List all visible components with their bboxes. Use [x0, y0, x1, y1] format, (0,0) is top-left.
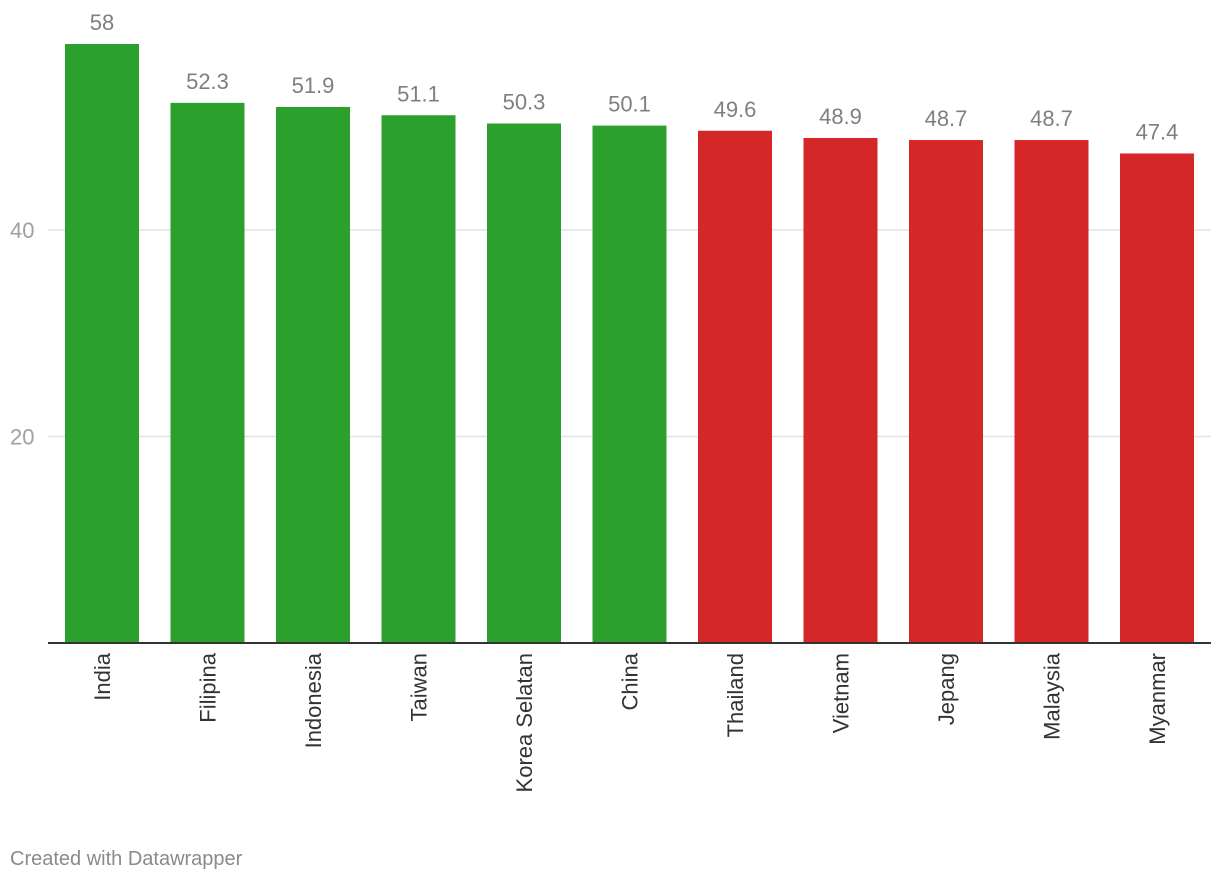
value-label: 48.7: [925, 106, 968, 131]
bar-jepang: [909, 140, 983, 643]
value-label: 52.3: [186, 69, 229, 94]
category-label: China: [618, 652, 643, 710]
bar-vietnam: [803, 137, 878, 644]
value-labels: 58 52.3 51.9 51.1 50.3 50.1 49.6 48.9 48.7 48.7 47…: [90, 10, 1179, 144]
bar-china: [592, 125, 667, 643]
y-tick-label: 20: [10, 424, 34, 449]
category-label: Indonesia: [301, 652, 326, 748]
value-label: 48.9: [819, 104, 862, 129]
category-labels: India Filipina Indonesia Taiwan Korea Selata…: [90, 652, 1170, 792]
value-label: 47.4: [1136, 119, 1179, 144]
bars: [65, 44, 1194, 644]
y-tick-label: 40: [10, 218, 34, 243]
credit-text: Created with Datawrapper: [10, 848, 243, 870]
value-label: 50.1: [608, 92, 651, 117]
bar-filipina: [170, 102, 245, 643]
value-label: 51.9: [292, 73, 335, 98]
value-label: 50.3: [503, 90, 546, 115]
category-label: Filipina: [196, 652, 221, 722]
bar-myanmar: [1120, 153, 1194, 643]
bar-taiwan: [381, 115, 456, 643]
category-label: Korea Selatan: [512, 653, 537, 792]
category-label: Thailand: [723, 653, 748, 737]
bar-indonesia: [276, 106, 350, 643]
category-label: Myanmar: [1145, 653, 1170, 745]
category-label: Malaysia: [1040, 652, 1065, 740]
category-label: Taiwan: [407, 653, 432, 721]
category-label: Vietnam: [829, 653, 854, 733]
value-label: 58: [90, 10, 114, 35]
bar-korea-selatan: [487, 123, 561, 644]
value-label: 48.7: [1030, 106, 1073, 131]
bar-india: [65, 44, 139, 643]
value-label: 51.1: [397, 81, 440, 106]
category-label: India: [90, 652, 115, 700]
bar-malaysia: [1014, 140, 1089, 643]
category-label: Jepang: [934, 653, 959, 725]
bar-thailand: [698, 130, 772, 644]
value-label: 49.6: [714, 97, 757, 122]
